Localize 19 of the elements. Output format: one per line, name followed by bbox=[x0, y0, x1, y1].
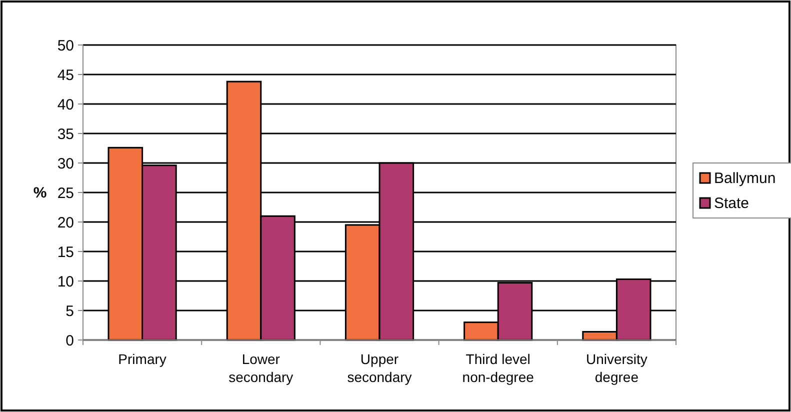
y-tick-label: 5 bbox=[66, 302, 74, 320]
y-tick-label: 40 bbox=[57, 96, 74, 114]
y-tick-label: 45 bbox=[57, 66, 74, 84]
y-tick-label: 20 bbox=[57, 214, 74, 232]
y-tick-label: 50 bbox=[57, 37, 74, 54]
y-tick-label: 30 bbox=[57, 155, 74, 172]
y-tick-label: 25 bbox=[57, 184, 74, 202]
y-tick-label: 0 bbox=[66, 332, 74, 350]
y-tick-label: 35 bbox=[57, 126, 74, 143]
legend-label: Ballymun bbox=[714, 170, 776, 187]
x-tick-label: Third level non-degree bbox=[462, 351, 534, 385]
x-tick-label: University degree bbox=[586, 351, 648, 385]
y-axis-title: % bbox=[33, 184, 47, 202]
x-tick-label: Primary bbox=[118, 351, 166, 367]
legend-label: State bbox=[714, 195, 750, 212]
y-tick-label: 15 bbox=[57, 244, 74, 261]
x-tick-label: Upper secondary bbox=[347, 351, 412, 385]
x-tick-label: Lower secondary bbox=[228, 351, 294, 385]
y-tick-label: 10 bbox=[57, 273, 74, 290]
